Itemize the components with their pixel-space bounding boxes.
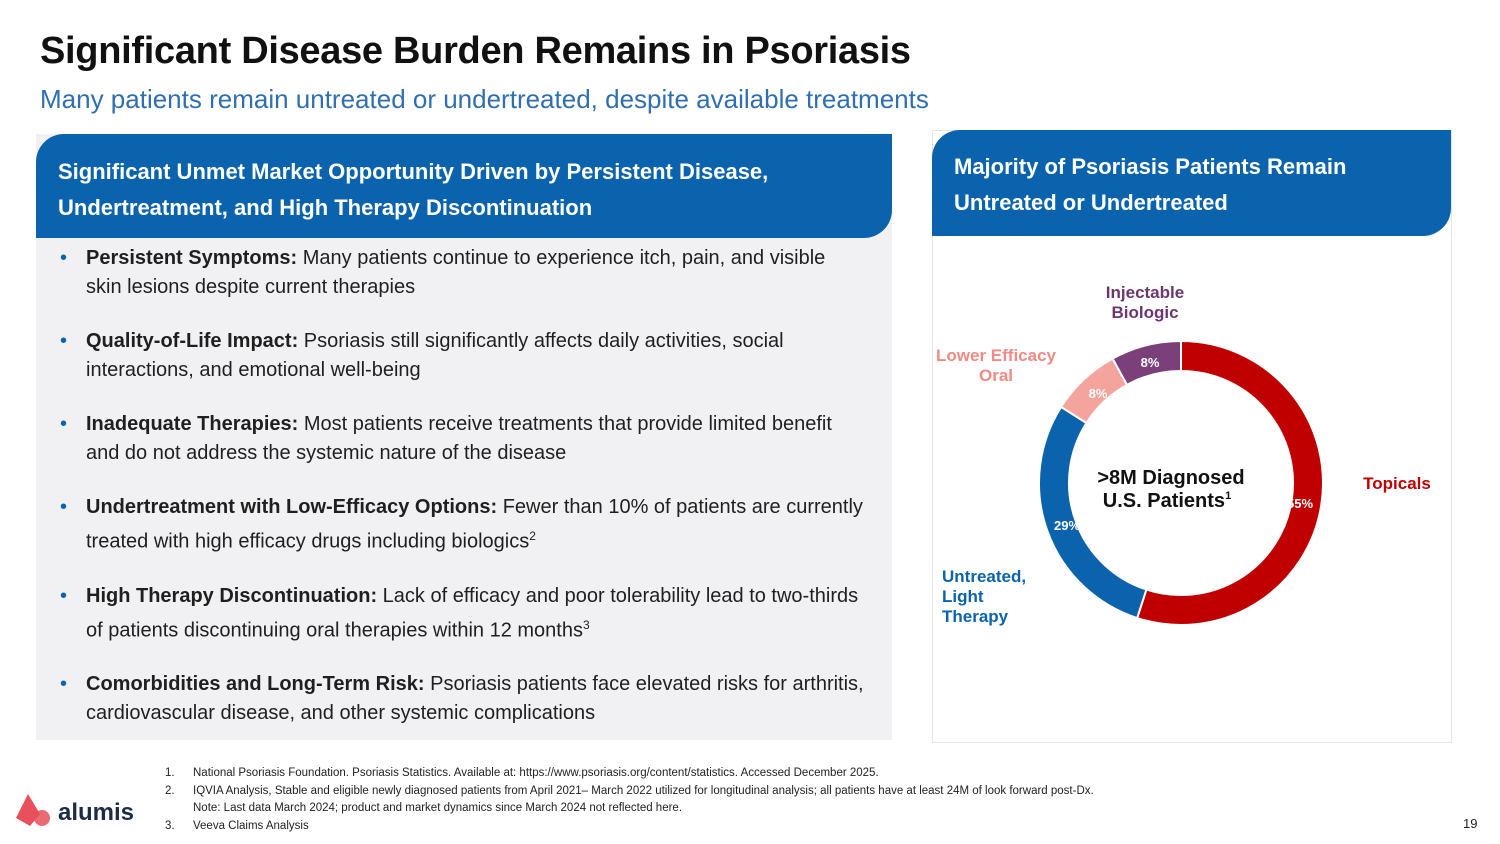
unmet-opportunity-header: Significant Unmet Market Opportunity Dri… <box>36 134 892 238</box>
donut-percent-label: 8% <box>1141 355 1160 370</box>
page-title: Significant Disease Burden Remains in Ps… <box>40 30 911 72</box>
donut-category-label: Lower Efficacy Oral <box>936 346 1057 385</box>
bullet-item: • Comorbidities and Long-Term Risk: Psori… <box>56 670 866 728</box>
footnote: 2. IQVIA Analysis, Stable and eligible ne… <box>165 784 1094 797</box>
alumis-logo-text: alumis <box>58 799 135 826</box>
bullet-item: • High Therapy Discontinuation: Lack of e… <box>56 582 866 646</box>
bullet-dot-icon: • <box>60 584 68 607</box>
bullet-dot-icon: • <box>60 413 68 435</box>
footnote: Note: Last data March 2024; product and … <box>193 802 683 814</box>
bullet-dot-icon: • <box>60 330 68 352</box>
donut-category-label: Topicals <box>1363 474 1431 493</box>
patient-distribution-panel: Majority of Psoriasis Patients Remain Un… <box>932 130 1452 743</box>
donut-category-label: Untreated, Light Therapy <box>942 567 1026 626</box>
bullet-dot-icon: • <box>60 247 68 269</box>
donut-percent-label: 29% <box>1054 518 1080 533</box>
bullet-item: • Persistent Symptoms: Many patients cont… <box>56 244 866 302</box>
footnote: 3. Veeva Claims Analysis <box>165 819 309 832</box>
bullet-item: • Undertreatment with Low-Efficacy Option… <box>56 493 866 557</box>
unmet-opportunity-heading: Significant Unmet Market Opportunity Dri… <box>58 159 769 220</box>
page-subtitle: Many patients remain untreated or undert… <box>40 84 929 114</box>
donut-slice-injectable-biologic <box>1111 339 1182 387</box>
bullet-item: • Inadequate Therapies: Most patients rec… <box>56 410 866 468</box>
donut-category-label: Injectable Biologic <box>1106 283 1184 322</box>
donut-center-sublabel: U.S. Patients1 <box>1103 490 1231 512</box>
bullet-dot-icon: • <box>60 673 68 696</box>
bullet-item: • Quality-of-Life Impact: Psoriasis still… <box>56 327 866 385</box>
footnotes: 1. National Psoriasis Foundation. Psorias… <box>165 765 1094 835</box>
bullet-dot-icon: • <box>60 496 68 518</box>
donut-slice-topicals <box>1135 339 1324 626</box>
donut-chart: 55% Topicals 29% Untreated, Light Therapy 8% Lo… <box>936 283 1431 626</box>
donut-center-label: >8M Diagnosed <box>1097 467 1244 489</box>
bullet-list: • Persistent Symptoms: Many patients cont… <box>56 244 866 753</box>
donut-percent-label: 8% <box>1089 386 1108 401</box>
patient-distribution-heading: Majority of Psoriasis Patients Remain Un… <box>954 154 1347 215</box>
donut-slice-untreated-light-therapy <box>1038 405 1148 620</box>
patient-distribution-header: Majority of Psoriasis Patients Remain Un… <box>932 130 1451 236</box>
donut-percent-label: 55% <box>1287 496 1313 511</box>
page-number: 19 <box>1463 816 1478 831</box>
footnote: 1. National Psoriasis Foundation. Psorias… <box>165 767 879 779</box>
unmet-opportunity-panel: Significant Unmet Market Opportunity Dri… <box>36 134 892 740</box>
alumis-logo-icon <box>16 794 50 826</box>
